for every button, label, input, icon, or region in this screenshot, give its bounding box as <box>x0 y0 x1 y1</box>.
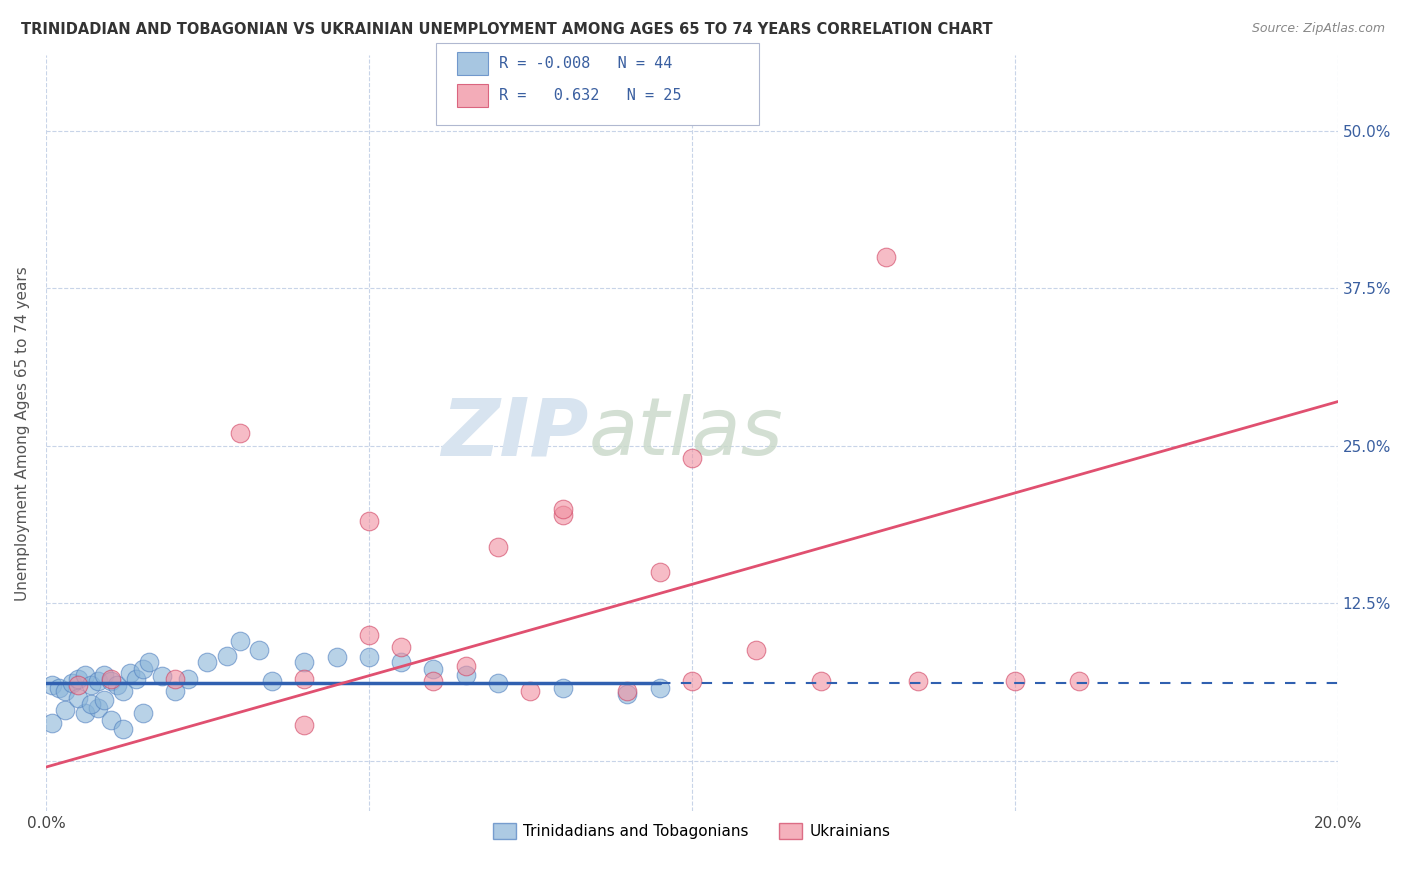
Text: R =   0.632   N = 25: R = 0.632 N = 25 <box>499 88 682 103</box>
Point <box>357 514 380 528</box>
Text: R = -0.008   N = 44: R = -0.008 N = 44 <box>499 56 672 70</box>
Point <box>67 678 90 692</box>
Point <box>260 674 283 689</box>
Point <box>118 665 141 680</box>
Point <box>389 640 412 655</box>
Point <box>1004 674 1026 689</box>
Point <box>551 681 574 695</box>
Point <box>93 693 115 707</box>
Point <box>1069 674 1091 689</box>
Point <box>745 643 768 657</box>
Point <box>138 656 160 670</box>
Point <box>165 672 187 686</box>
Y-axis label: Unemployment Among Ages 65 to 74 years: Unemployment Among Ages 65 to 74 years <box>15 266 30 600</box>
Point <box>105 678 128 692</box>
Point <box>228 426 250 441</box>
Point <box>648 565 671 579</box>
Point <box>67 672 90 686</box>
Point <box>454 659 477 673</box>
Point <box>292 718 315 732</box>
Point <box>86 701 108 715</box>
Point <box>73 668 96 682</box>
Point <box>215 649 238 664</box>
Point <box>86 674 108 689</box>
Point <box>551 501 574 516</box>
Point <box>616 684 638 698</box>
Point <box>112 723 135 737</box>
Point <box>875 250 897 264</box>
Text: Source: ZipAtlas.com: Source: ZipAtlas.com <box>1251 22 1385 36</box>
Point <box>150 669 173 683</box>
Point <box>519 684 541 698</box>
Point <box>80 678 103 692</box>
Point <box>292 656 315 670</box>
Point <box>486 540 509 554</box>
Text: atlas: atlas <box>589 394 783 472</box>
Text: ZIP: ZIP <box>441 394 589 472</box>
Point <box>67 690 90 705</box>
Point <box>125 672 148 686</box>
Point <box>681 451 703 466</box>
Point <box>422 674 444 689</box>
Point <box>100 714 122 728</box>
Point <box>53 703 76 717</box>
Point <box>165 684 187 698</box>
Point <box>551 508 574 522</box>
Point <box>132 662 155 676</box>
Point <box>100 674 122 689</box>
Point <box>810 674 832 689</box>
Point <box>177 672 200 686</box>
Point <box>197 656 219 670</box>
Point <box>53 684 76 698</box>
Point <box>93 668 115 682</box>
Point <box>357 628 380 642</box>
Point <box>389 656 412 670</box>
Point <box>41 716 63 731</box>
Point <box>681 674 703 689</box>
Point <box>112 684 135 698</box>
Point <box>422 662 444 676</box>
Point <box>41 678 63 692</box>
Point <box>357 650 380 665</box>
Point <box>80 697 103 711</box>
Point <box>132 706 155 720</box>
Point <box>228 634 250 648</box>
Point <box>648 681 671 695</box>
Point <box>292 672 315 686</box>
Point <box>907 674 929 689</box>
Point <box>48 681 70 695</box>
Point <box>73 706 96 720</box>
Legend: Trinidadians and Tobagonians, Ukrainians: Trinidadians and Tobagonians, Ukrainians <box>486 817 897 845</box>
Point <box>486 675 509 690</box>
Point <box>60 675 83 690</box>
Point <box>247 643 270 657</box>
Text: TRINIDADIAN AND TOBAGONIAN VS UKRAINIAN UNEMPLOYMENT AMONG AGES 65 TO 74 YEARS C: TRINIDADIAN AND TOBAGONIAN VS UKRAINIAN … <box>21 22 993 37</box>
Point <box>100 672 122 686</box>
Point <box>454 668 477 682</box>
Point <box>616 687 638 701</box>
Point <box>325 650 347 665</box>
